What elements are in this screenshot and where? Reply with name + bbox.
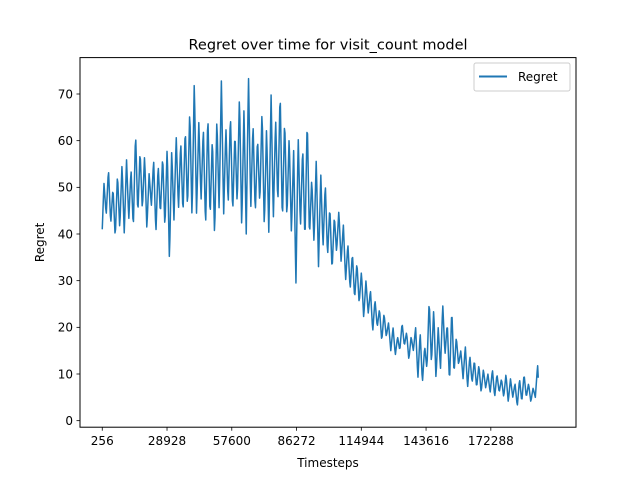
plot-series-group — [101, 77, 539, 406]
y-tick-label: 60 — [58, 134, 73, 148]
y-tick-label: 50 — [58, 181, 73, 195]
x-tick-label: 57600 — [213, 434, 251, 448]
y-axis: 0 10 20 30 40 50 60 70 — [58, 87, 80, 428]
x-axis-label: Timesteps — [296, 456, 359, 470]
x-tick-label: 86272 — [277, 434, 315, 448]
x-tick-label: 143616 — [403, 434, 449, 448]
y-tick-label: 30 — [58, 274, 73, 288]
legend-box — [473, 62, 571, 92]
y-tick-label: 40 — [58, 227, 73, 241]
x-tick-label: 28928 — [148, 434, 186, 448]
x-tick-label: 114944 — [338, 434, 384, 448]
x-tick-label: 256 — [91, 434, 114, 448]
y-tick-label: 0 — [65, 414, 73, 428]
y-tick-label: 10 — [58, 367, 73, 381]
y-tick-label: 20 — [58, 321, 73, 335]
plot-frame — [79, 57, 577, 428]
x-axis: 256 28928 57600 86272 114944 143616 172288 — [91, 427, 514, 448]
series-line-regret — [101, 77, 539, 406]
legend-label: Regret — [518, 70, 558, 84]
y-axis-label: Regret — [33, 222, 47, 262]
y-tick-label: 70 — [58, 87, 73, 101]
legend: Regret — [473, 62, 571, 92]
chart-title: Regret over time for visit_count model — [188, 38, 467, 54]
x-tick-label: 172288 — [468, 434, 514, 448]
